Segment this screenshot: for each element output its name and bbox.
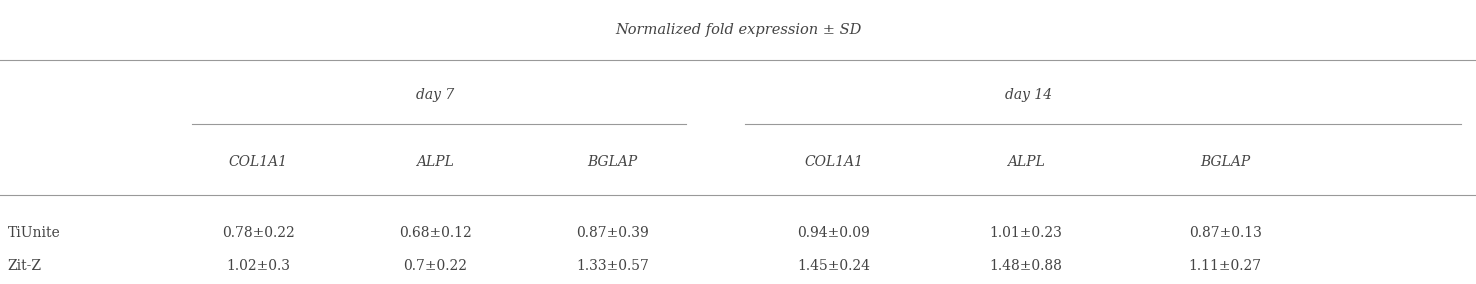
Text: 0.87±0.13: 0.87±0.13: [1188, 226, 1262, 240]
Text: day 14: day 14: [1005, 88, 1052, 102]
Text: Zit-Z: Zit-Z: [7, 258, 41, 273]
Text: 1.02±0.3: 1.02±0.3: [226, 258, 291, 273]
Text: 0.68±0.12: 0.68±0.12: [399, 226, 472, 240]
Text: 1.11±0.27: 1.11±0.27: [1188, 258, 1262, 273]
Text: BGLAP: BGLAP: [587, 155, 638, 169]
Text: ALPL: ALPL: [1007, 155, 1045, 169]
Text: 1.01±0.23: 1.01±0.23: [989, 226, 1063, 240]
Text: 1.48±0.88: 1.48±0.88: [989, 258, 1063, 273]
Text: 0.78±0.22: 0.78±0.22: [221, 226, 295, 240]
Text: ALPL: ALPL: [416, 155, 455, 169]
Text: Normalized fold expression ± SD: Normalized fold expression ± SD: [615, 23, 861, 37]
Text: BGLAP: BGLAP: [1200, 155, 1250, 169]
Text: 0.94±0.09: 0.94±0.09: [797, 226, 871, 240]
Text: 1.45±0.24: 1.45±0.24: [797, 258, 871, 273]
Text: COL1A1: COL1A1: [804, 155, 863, 169]
Text: 0.87±0.39: 0.87±0.39: [576, 226, 649, 240]
Text: 1.33±0.57: 1.33±0.57: [576, 258, 649, 273]
Text: day 7: day 7: [416, 88, 455, 102]
Text: COL1A1: COL1A1: [229, 155, 288, 169]
Text: TiUnite: TiUnite: [7, 226, 61, 240]
Text: 0.7±0.22: 0.7±0.22: [403, 258, 468, 273]
